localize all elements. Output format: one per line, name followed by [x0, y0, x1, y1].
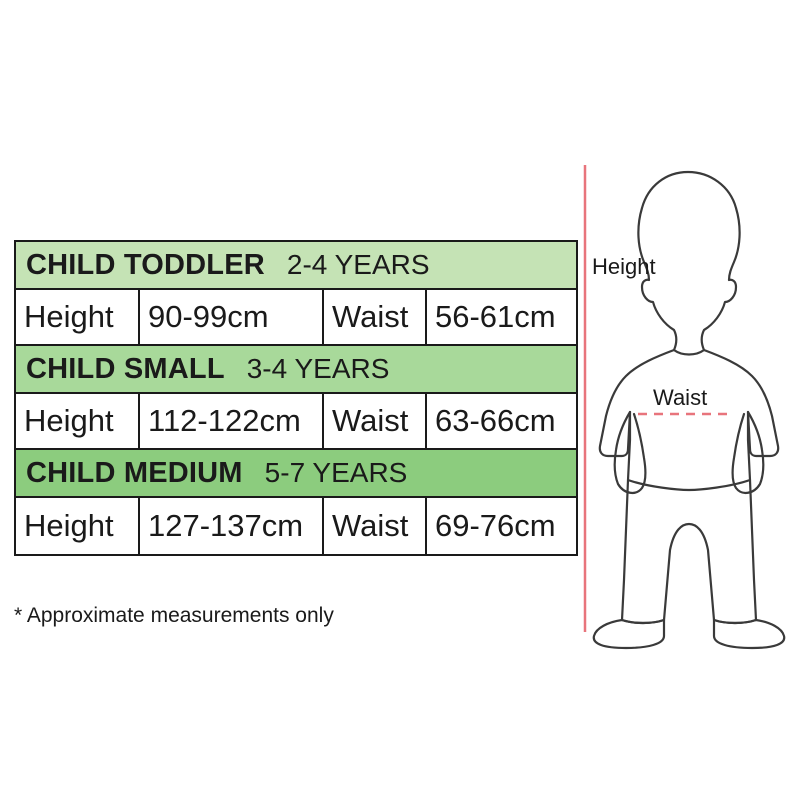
size-group-age-range: 5-7 YEARS	[264, 457, 408, 488]
waist-label-cell: Waist	[324, 498, 427, 554]
right-arm	[731, 410, 765, 494]
head-shape	[637, 170, 741, 356]
approximate-measurements-note: * Approximate measurements only	[14, 604, 334, 627]
left-shoe	[592, 618, 666, 650]
size-group: CHILD MEDIUM 5-7 YEARS Height 127-137cm Wais…	[16, 450, 576, 554]
size-group-header: CHILD MEDIUM 5-7 YEARS	[16, 450, 576, 498]
body-outline-paths	[592, 170, 786, 650]
size-group-age-range: 2-4 YEARS	[286, 249, 430, 280]
height-value-cell: 127-137cm	[140, 498, 324, 554]
table-row: Height 112-122cm Waist 63-66cm	[16, 394, 576, 450]
waist-label-cell: Waist	[324, 394, 427, 448]
waist-value-cell: 63-66cm	[435, 403, 556, 438]
height-label-cell: Height	[16, 290, 140, 344]
table-row: Height 127-137cm Waist 69-76cm	[16, 498, 576, 554]
size-group-name: CHILD TODDLER	[26, 248, 265, 281]
table-row: Height 90-99cm Waist 56-61cm	[16, 290, 576, 346]
height-label-cell: Height	[16, 394, 140, 448]
size-group-name: CHILD SMALL	[26, 352, 225, 385]
waist-value-cell: 56-61cm	[435, 299, 556, 334]
size-group: CHILD SMALL 3-4 YEARS Height 112-122cm Waist…	[16, 346, 576, 450]
body-outline-svg	[583, 165, 786, 650]
waist-value-cell: 69-76cm	[435, 508, 556, 543]
torso-shirt	[598, 348, 780, 492]
size-group-header: CHILD TODDLER 2-4 YEARS	[16, 242, 576, 290]
height-label-cell: Height	[16, 498, 140, 554]
size-chart-table: CHILD TODDLER 2-4 YEARS Height 90-99cm Waist…	[14, 240, 578, 556]
height-value-cell: 90-99cm	[140, 290, 324, 344]
waist-label-cell: Waist	[324, 290, 427, 344]
figure-height-label: Height	[592, 254, 656, 279]
size-group-name: CHILD MEDIUM	[26, 456, 243, 489]
size-group-header: CHILD SMALL 3-4 YEARS	[16, 346, 576, 394]
size-group: CHILD TODDLER 2-4 YEARS Height 90-99cm Waist…	[16, 242, 576, 346]
height-value-cell: 112-122cm	[140, 394, 324, 448]
left-arm	[613, 410, 647, 494]
child-body-figure: Height Waist	[578, 150, 800, 650]
size-group-age-range: 3-4 YEARS	[246, 353, 390, 384]
right-shoe	[712, 618, 786, 650]
trousers	[620, 478, 758, 625]
figure-waist-label: Waist	[653, 385, 708, 410]
